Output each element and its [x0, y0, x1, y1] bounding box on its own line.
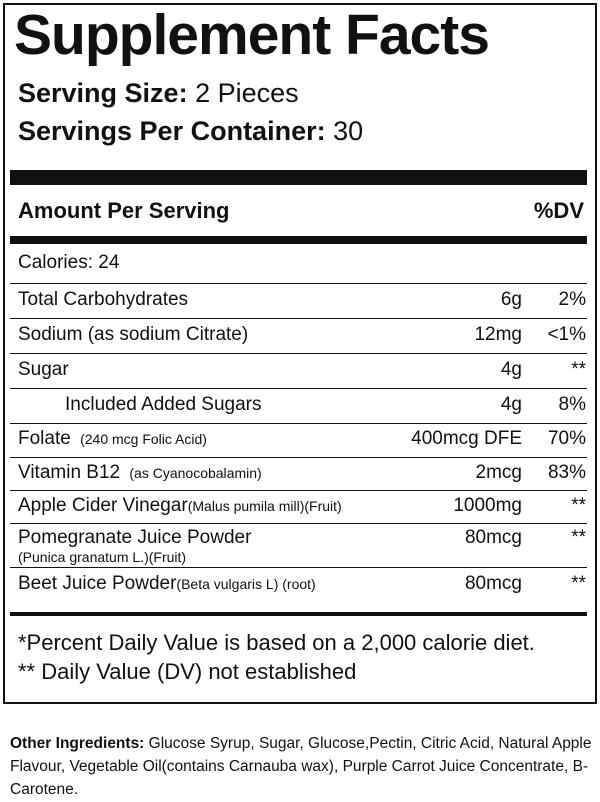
dv-header: %DV [533, 198, 584, 223]
note: (as Cyanocobalamin) [129, 464, 262, 481]
name: Total Carbohydrates [18, 289, 189, 310]
daily-value: ** [571, 572, 586, 594]
rule [10, 490, 587, 491]
ingredient-name: Pomegranate Juice Powder (Punica granatum… [18, 527, 251, 565]
rule [10, 423, 587, 424]
daily-value: 83% [547, 461, 586, 483]
ingredient-name: Sodium (as sodium Citrate) [18, 324, 248, 346]
note: (Malus pumila mill)(Fruit) [187, 497, 342, 514]
note: (240 mcg Folic Acid) [80, 431, 207, 447]
ingredient-name: Apple Cider Vinegar(Malus pumila mill)(F… [18, 495, 342, 517]
thick-bar [10, 170, 587, 185]
daily-value: ** [571, 527, 586, 548]
amount: 4g [500, 393, 522, 415]
other-ingredients-label: Other Ingredients: [10, 735, 145, 752]
daily-value: 70% [547, 428, 586, 449]
amount: 400mcg DFE [411, 428, 522, 449]
rule [10, 457, 587, 458]
amount: 4g [500, 358, 522, 380]
other-ingredients-text: Glucose Syrup, Sugar, Glucose,Pectin, Ci… [10, 735, 592, 798]
ingredient-name: Beet Juice Powder(Beta vulgaris L) (root… [18, 573, 316, 595]
bottom-bar [10, 612, 587, 616]
calories: Calories: 24 [18, 252, 120, 273]
daily-value: ** [571, 494, 586, 516]
ingredient-name: Folate (240 mcg Folic Acid) [18, 428, 207, 450]
rule [10, 523, 587, 524]
ingredient-name: Sugar [18, 359, 69, 381]
name: Folate [18, 428, 71, 449]
name: Sugar [18, 358, 69, 380]
daily-value: 2% [558, 289, 586, 310]
serving-size-value: 2 Pieces [195, 78, 299, 108]
servings-label: Servings Per Container: [18, 116, 326, 146]
ingredient-name: Included Added Sugars [65, 394, 262, 416]
amount: 1000mg [453, 494, 522, 516]
amount: 12mg [474, 323, 522, 345]
rule [10, 567, 587, 568]
medium-bar [10, 236, 587, 244]
servings-value: 30 [333, 116, 364, 146]
name: Included Added Sugars [65, 393, 262, 415]
rule [10, 353, 587, 354]
ingredient-name: Vitamin B12 (as Cyanocobalamin) [18, 462, 262, 484]
name: Sodium (as sodium Citrate) [18, 323, 249, 345]
amount: 80mcg [464, 527, 522, 548]
title: Supplement Facts [14, 3, 490, 67]
daily-value: ** [571, 358, 586, 380]
serving-size-label: Serving Size: [18, 78, 188, 108]
note: (Punica granatum L.)(Fruit) [18, 549, 187, 565]
rule [10, 388, 587, 389]
other-ingredients: Other Ingredients: Glucose Syrup, Sugar,… [10, 732, 595, 801]
rule [10, 283, 587, 284]
name: Pomegranate Juice Powder [18, 527, 252, 548]
name: Beet Juice Powder [18, 572, 177, 594]
daily-value: <1% [547, 323, 586, 345]
servings-per-container: Servings Per Container: 30 [18, 116, 363, 147]
note: (Beta vulgaris L) (root) [176, 575, 316, 592]
facts-box [3, 3, 597, 704]
serving-size: Serving Size: 2 Pieces [18, 78, 299, 109]
name: Vitamin B12 [18, 461, 121, 483]
ingredient-name: Total Carbohydrates [18, 289, 188, 311]
daily-value: 8% [558, 393, 586, 415]
amount: 2mcg [475, 461, 522, 483]
footnote: *Percent Daily Value is based on a 2,000… [18, 630, 535, 655]
footnote: ** Daily Value (DV) not established [18, 659, 357, 684]
amount-header: Amount Per Serving [18, 198, 230, 223]
amount: 80mcg [464, 572, 522, 594]
rule [10, 318, 587, 319]
amount: 6g [500, 289, 522, 310]
name: Apple Cider Vinegar [18, 494, 188, 516]
